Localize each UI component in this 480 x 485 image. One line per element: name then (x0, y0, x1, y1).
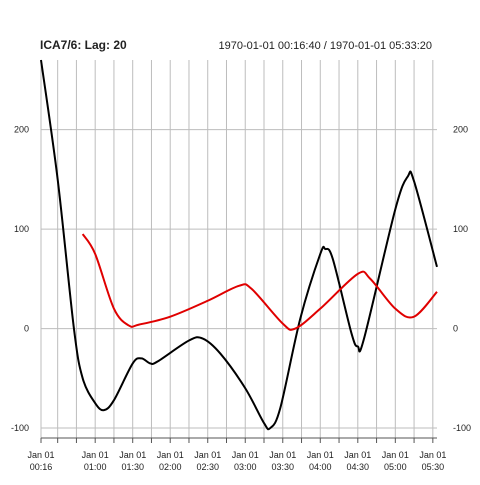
chart-time-range: 1970-01-01 00:16:40 / 1970-01-01 05:33:2… (219, 40, 432, 52)
x-tick-label-time: 02:00 (159, 462, 182, 472)
y-tick-label-left: 200 (14, 125, 29, 135)
x-tick-label-date: Jan 01 (157, 450, 184, 460)
x-tick-label-time: 04:00 (309, 462, 332, 472)
x-tick-label-date: Jan 01 (232, 450, 259, 460)
x-tick-label-time: 05:00 (384, 462, 407, 472)
x-tick-label-date: Jan 01 (419, 450, 446, 460)
y-tick-label-right: -100 (453, 423, 471, 433)
x-tick-label-time: 02:30 (196, 462, 219, 472)
series-line-1 (40, 59, 438, 431)
x-tick-label-time: 01:00 (84, 462, 107, 472)
x-tick-label-date: Jan 01 (82, 450, 109, 460)
y-tick-label-left: -100 (11, 423, 29, 433)
x-tick-label-date: Jan 01 (119, 450, 146, 460)
x-tick-label-time: 05:30 (422, 462, 445, 472)
y-tick-label-left: 100 (14, 224, 29, 234)
x-tick-label-time: 01:30 (121, 462, 144, 472)
y-tick-label-right: 100 (453, 224, 468, 234)
chart-title: ICA7/6: Lag: 20 (40, 38, 127, 52)
x-tick-label-date: Jan 01 (382, 450, 409, 460)
x-tick-label-date: Jan 01 (269, 450, 296, 460)
y-tick-label-left: 0 (24, 324, 29, 334)
x-tick-label-time: 03:00 (234, 462, 257, 472)
x-tick-label-time: 04:30 (347, 462, 370, 472)
x-tick-label-time: 00:16 (30, 462, 53, 472)
grid (40, 60, 437, 438)
y-tick-label-right: 200 (453, 125, 468, 135)
series-line-2 (81, 233, 438, 331)
axes: Jan 01 00:16 Jan 01 01:00 Jan 01 01:30 Jan 01 0… (11, 125, 471, 472)
x-tick-label-date: Jan 01 (307, 450, 334, 460)
x-tick-label-date: Jan 01 (344, 450, 371, 460)
x-tick-label-date: Jan 01 (27, 450, 54, 460)
x-tick-label-time: 03:30 (272, 462, 295, 472)
series-lines (40, 59, 438, 431)
y-tick-label-right: 0 (453, 324, 458, 334)
x-tick-label-date: Jan 01 (194, 450, 221, 460)
